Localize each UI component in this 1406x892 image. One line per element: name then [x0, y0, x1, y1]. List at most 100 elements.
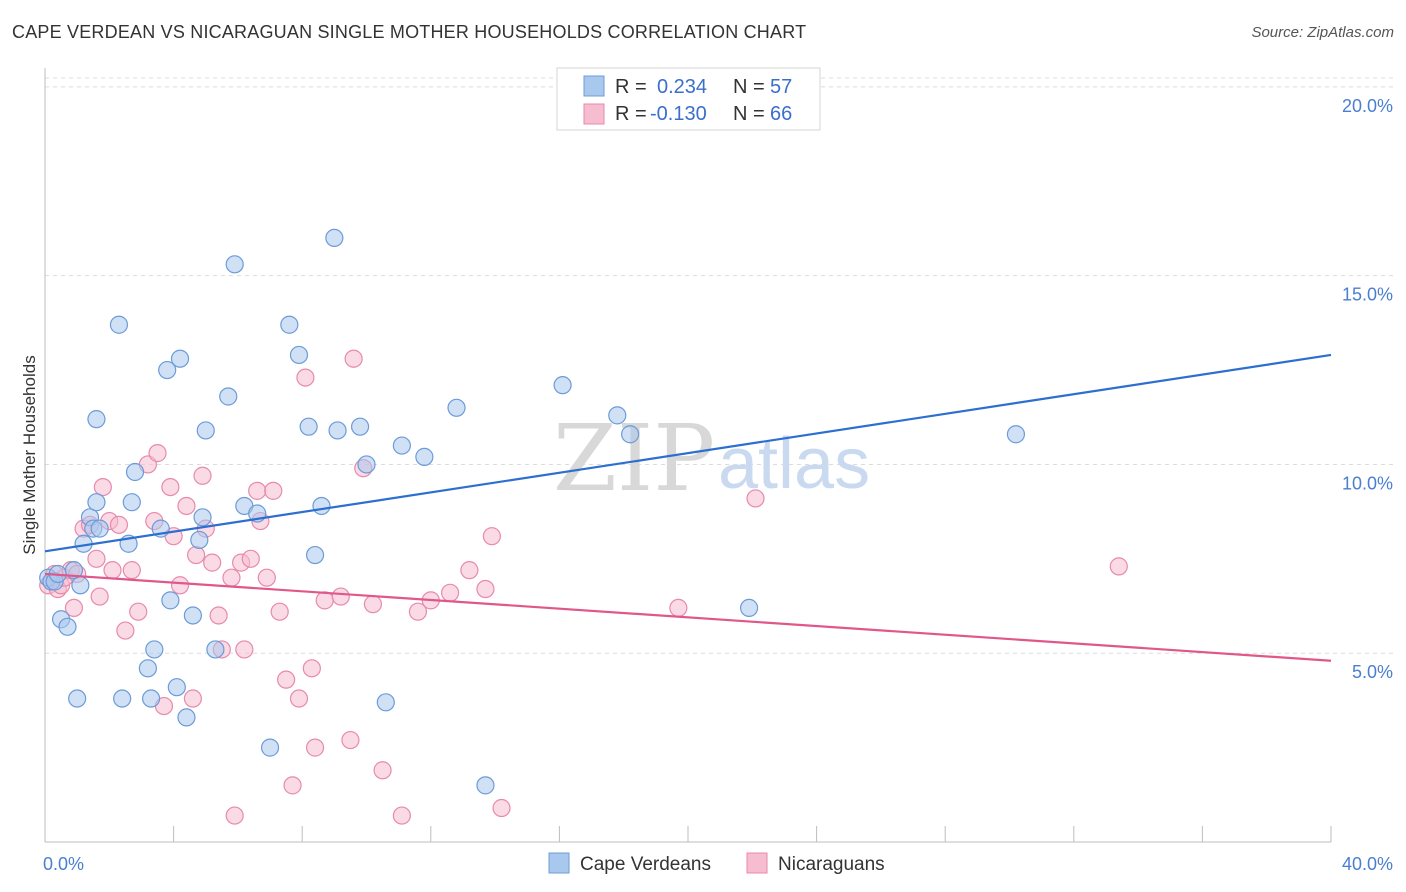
cape-verdean-point — [553, 376, 572, 395]
nicaraguan-point — [103, 561, 122, 580]
legend-swatch-blue — [583, 75, 605, 97]
x-axis-ticks — [173, 826, 1332, 842]
cape-verdean-point — [125, 462, 145, 482]
cape-verdean-point — [90, 519, 109, 538]
cape-verdean-point — [87, 410, 106, 429]
cape-verdean-point — [357, 455, 376, 474]
nicaraguan-point — [248, 481, 267, 500]
cape-verdean-point — [183, 606, 202, 625]
nicaraguan-point — [183, 689, 202, 708]
nicaraguan-point — [315, 591, 334, 610]
cape-verdean-point — [299, 417, 318, 436]
nicaraguan-point — [277, 670, 296, 689]
cape-verdean-point — [138, 659, 157, 678]
legend-r-value-2: -0.130 — [650, 103, 707, 125]
cape-verdean-point — [170, 349, 190, 368]
nicaraguan-point — [116, 621, 135, 640]
legend: R = 0.234 N = 57 R = -0.130 N = 66 — [556, 67, 821, 131]
cape-verdean-point — [161, 591, 180, 610]
nicaraguan-point — [392, 806, 411, 825]
cape-verdean-point — [58, 617, 77, 636]
nicaraguan-point — [363, 595, 383, 614]
nicaraguan-point — [148, 444, 167, 463]
nicaraguan-point — [170, 576, 190, 595]
nicaraguan-point — [283, 776, 302, 795]
cape-verdean-point — [312, 496, 331, 516]
cape-verdean-point — [109, 315, 129, 334]
nicaraguan-point — [482, 527, 501, 546]
bottom-legend-label-nicaraguans: Nicaraguans — [778, 854, 885, 875]
legend-n-value-2: 66 — [770, 103, 792, 125]
legend-n-value-1: 57 — [770, 76, 792, 98]
cape-verdean-point — [219, 387, 238, 406]
legend-r-label-1: R = — [615, 76, 647, 98]
cape-verdean-point — [71, 576, 90, 595]
cape-verdean-point — [64, 561, 84, 580]
bottom-legend-swatch-cape-verdeans — [548, 852, 570, 874]
cape-verdean-point — [177, 708, 196, 727]
watermark-zip: ZIP — [553, 405, 715, 512]
nicaraguan-point — [373, 761, 392, 780]
nicaraguan-point — [289, 689, 309, 708]
legend-swatch-pink — [583, 103, 605, 125]
nicaraguan-point — [225, 806, 244, 825]
cape-verdean-point — [167, 678, 186, 697]
legend-r-value-1: 0.234 — [657, 76, 707, 98]
series-nicaraguans-points — [39, 349, 1128, 825]
nicaraguan-point — [746, 489, 765, 508]
nicaraguan-point — [187, 545, 206, 565]
cape-verdean-point — [113, 689, 132, 708]
nicaraguan-point — [129, 602, 148, 621]
legend-n-label-1: N = — [733, 76, 765, 98]
series-cape-verdeans-points — [39, 228, 1026, 795]
cape-verdean-point — [621, 425, 640, 444]
nicaraguan-point — [305, 738, 325, 757]
trend-lines — [44, 353, 1332, 662]
y-tick-label: 15.0% — [1342, 285, 1393, 305]
cape-verdean-point — [1006, 425, 1026, 444]
nicaraguan-point — [1109, 557, 1128, 576]
cape-verdean-point — [206, 640, 225, 659]
watermark: ZIP atlas — [553, 405, 870, 512]
y-tick-label: 20.0% — [1342, 96, 1393, 116]
cape-verdean-point — [305, 545, 325, 565]
cape-verdean-point — [122, 493, 141, 512]
nicaraguan-point — [235, 640, 254, 659]
cape-verdean-point — [325, 228, 344, 248]
nicaraguan-point — [440, 583, 460, 602]
cape-verdean-point — [87, 493, 106, 512]
cape-verdean-point — [225, 255, 244, 274]
cape-verdean-point — [260, 738, 280, 757]
nicaraguan-point — [222, 568, 241, 587]
cape-verdean-point — [289, 345, 309, 365]
nicaraguan-point — [193, 466, 212, 485]
nicaraguan-point — [264, 481, 283, 500]
cape-verdean-point — [158, 360, 177, 380]
nicaraguan-point — [257, 568, 276, 587]
cape-verdean-point — [280, 315, 299, 334]
cape-verdean-point — [392, 436, 411, 455]
cape-verdean-point — [145, 640, 164, 659]
nicaraguan-point — [296, 368, 315, 387]
nicaraguan-point — [408, 602, 428, 621]
nicaraguan-point — [177, 496, 196, 516]
cape-verdean-point — [415, 447, 434, 466]
nicaraguan-point — [209, 606, 228, 625]
cape-verdean-point — [608, 406, 627, 425]
cape-verdean-point — [739, 598, 759, 618]
nicaraguan-point — [161, 477, 180, 497]
nicaraguan-point — [64, 598, 84, 618]
nicaraguan-point — [109, 515, 129, 534]
cape-verdean-point — [141, 689, 161, 708]
nicaraguan-point — [476, 579, 495, 599]
nicaraguan-point — [669, 598, 688, 618]
cape-verdean-point — [447, 398, 466, 417]
cape-verdean-point — [476, 776, 495, 795]
trend-line-cape-verdeans — [44, 353, 1332, 553]
cape-verdean-point — [328, 421, 347, 440]
y-tick-label: 5.0% — [1352, 662, 1393, 682]
nicaraguan-point — [331, 587, 350, 606]
nicaraguan-point — [90, 587, 109, 606]
x-tick-label-min: 0.0% — [43, 854, 84, 874]
legend-n-label-2: N = — [733, 103, 765, 125]
